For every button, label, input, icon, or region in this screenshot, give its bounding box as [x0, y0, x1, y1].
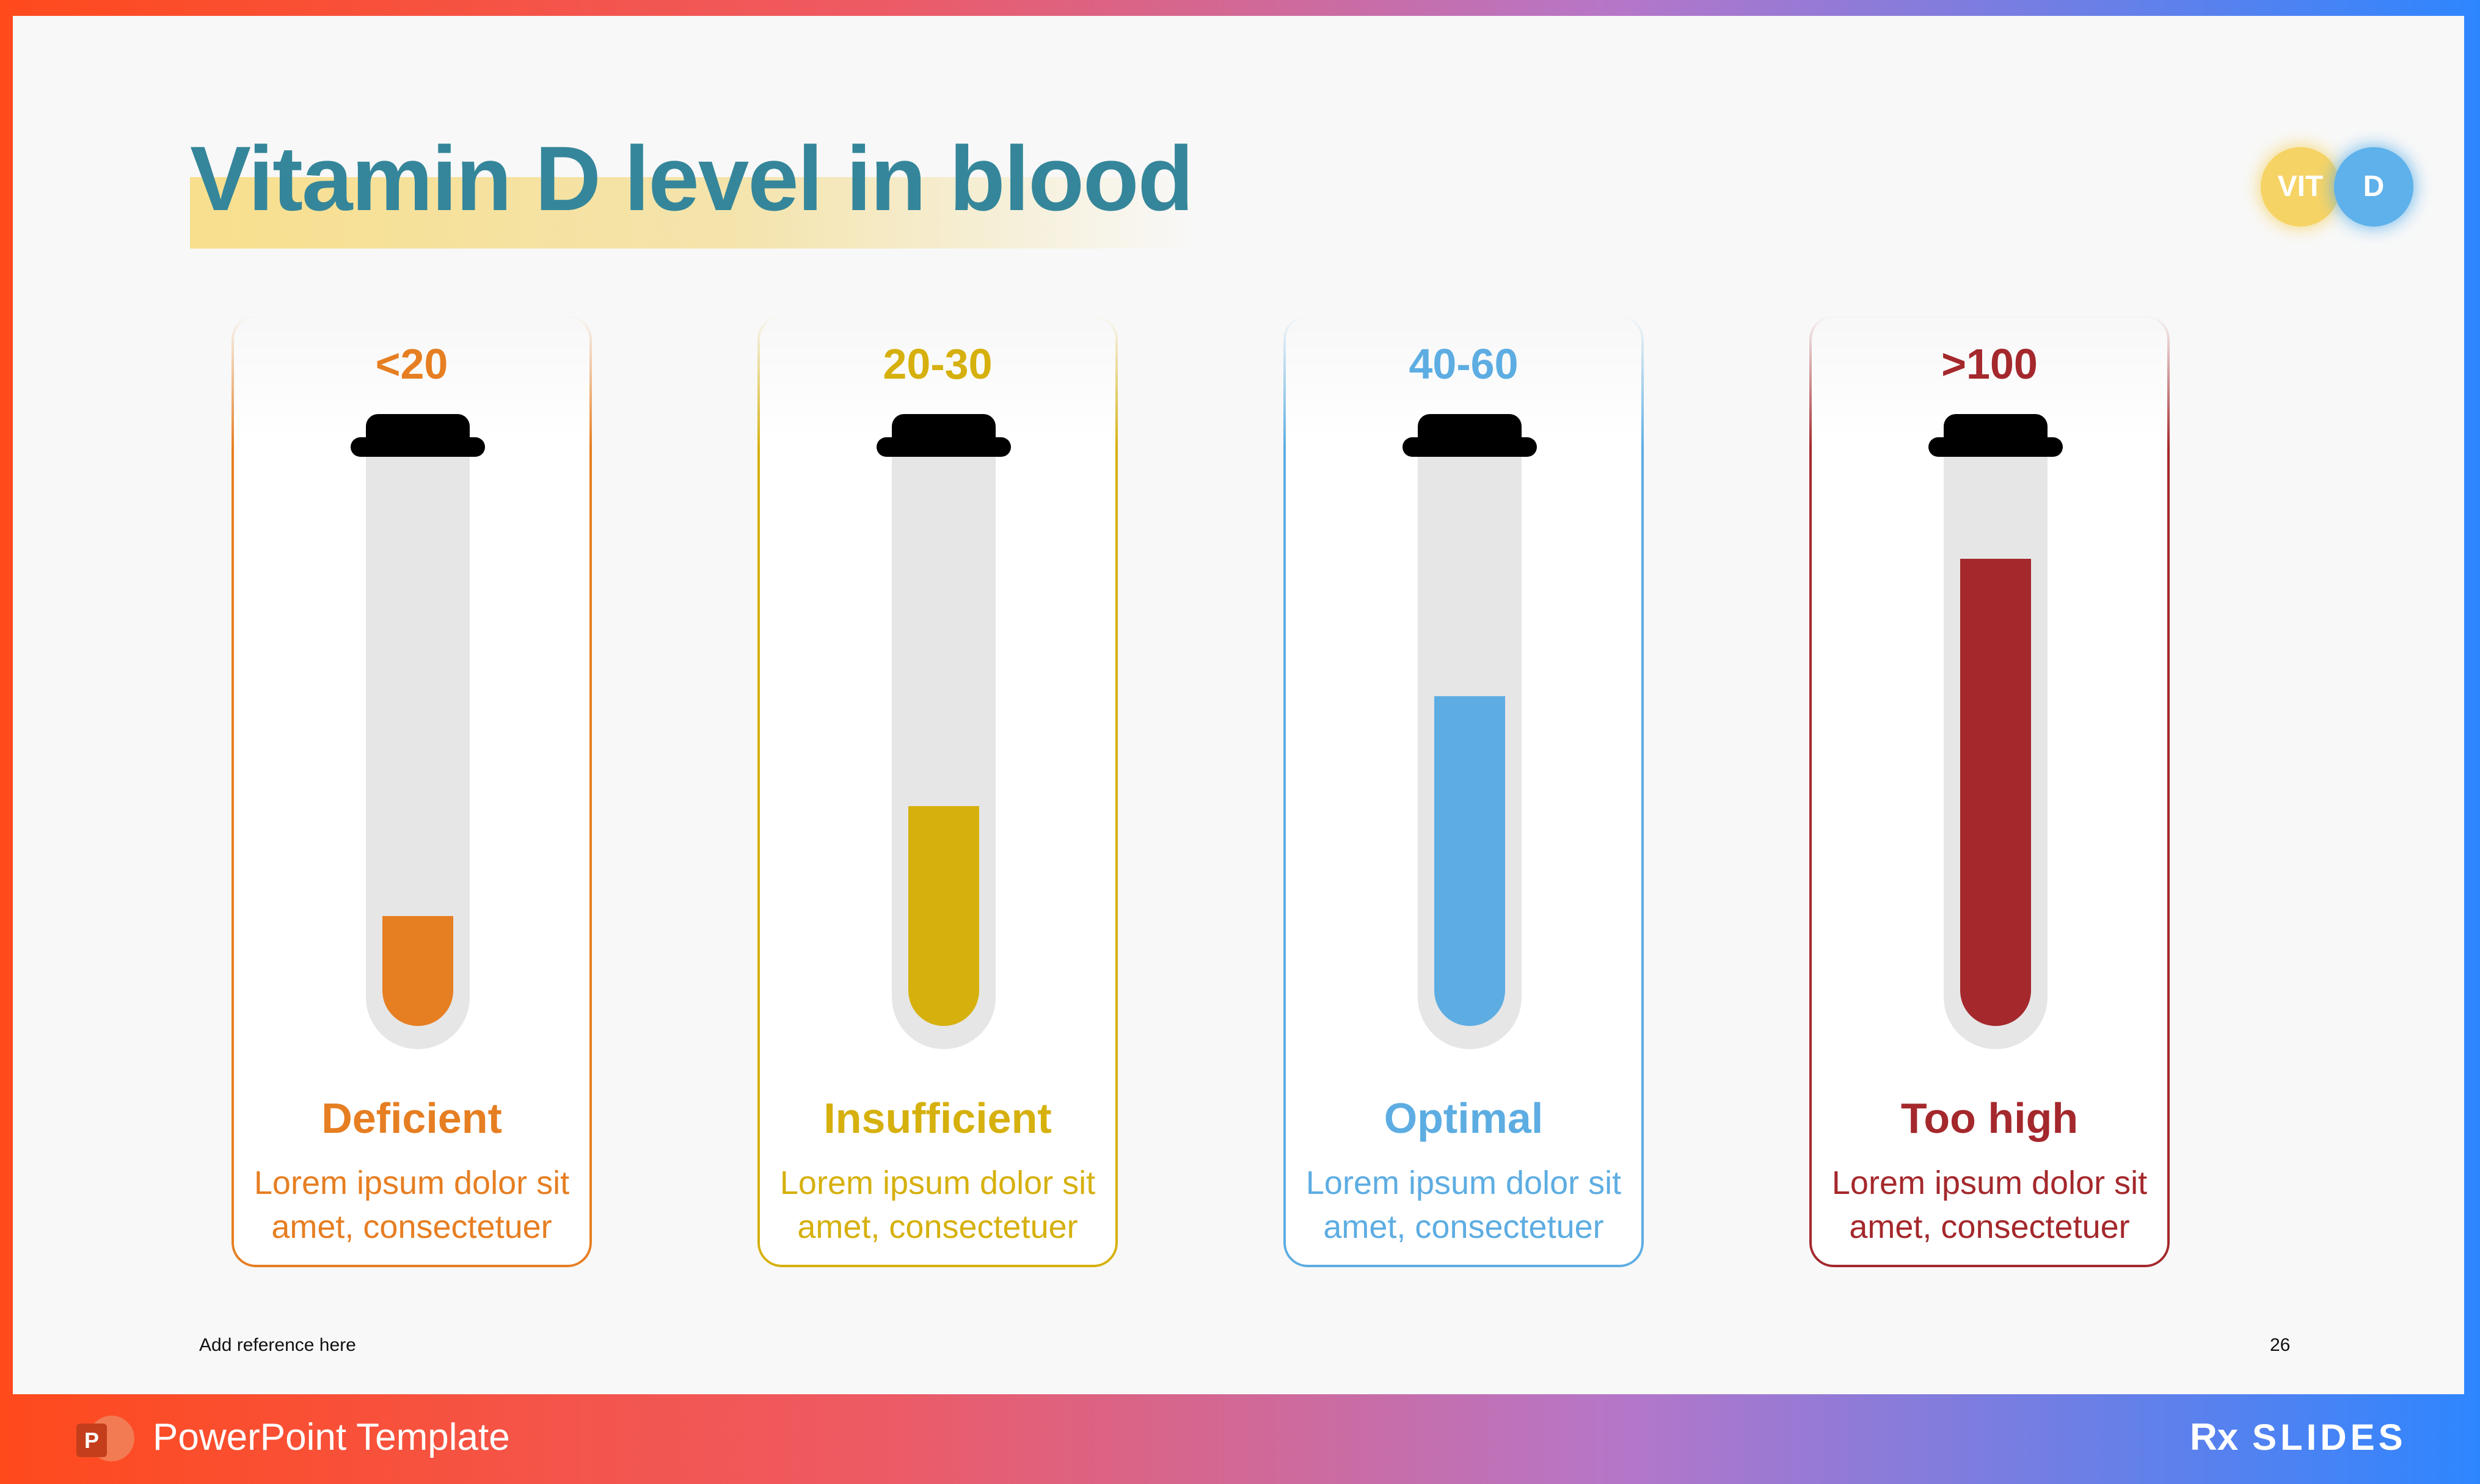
- description-line: amet, consectetuer: [797, 1209, 1078, 1245]
- tube-liquid: [382, 916, 453, 1026]
- range-label: 20-30: [883, 340, 993, 388]
- tube-cap-icon: [892, 414, 996, 442]
- description-line: amet, consectetuer: [271, 1209, 552, 1245]
- tube-glass: [1944, 457, 2048, 1049]
- description-line: Lorem ipsum dolor sit: [779, 1165, 1096, 1201]
- description-line: Lorem ipsum dolor sit: [1831, 1165, 2148, 1201]
- test-tube: [1402, 414, 1537, 1049]
- brand-logo-name: SLIDES: [2252, 1417, 2407, 1458]
- test-tube: [877, 414, 1011, 1049]
- status-label: Optimal: [1384, 1094, 1544, 1142]
- reference-text: Add reference here: [199, 1335, 356, 1355]
- test-tube: [1928, 414, 2063, 1049]
- powerpoint-icon: P: [76, 1413, 134, 1471]
- page-number: 26: [2270, 1335, 2291, 1355]
- slide: Vitamin D level in blood VIT D <20 Defic…: [13, 16, 2464, 1394]
- description-line: amet, consectetuer: [1323, 1209, 1604, 1245]
- test-tube: [351, 414, 485, 1049]
- powerpoint-icon-letter: P: [76, 1424, 107, 1457]
- vitamin-badge-right: D: [2334, 147, 2413, 227]
- status-description: Lorem ipsum dolor sit amet, consectetuer: [1809, 1161, 2170, 1249]
- tube-liquid: [908, 806, 979, 1026]
- tube-liquid: [1960, 559, 2031, 1026]
- tube-glass: [892, 457, 996, 1049]
- brand-logo: Rx SLIDES: [2190, 1416, 2407, 1459]
- range-label: 40-60: [1409, 340, 1519, 388]
- tube-cap-icon: [366, 414, 470, 442]
- status-description: Lorem ipsum dolor sit amet, consectetuer: [757, 1161, 1118, 1249]
- tube-glass: [366, 457, 470, 1049]
- description-line: amet, consectetuer: [1849, 1209, 2130, 1245]
- tube-glass: [1418, 457, 1522, 1049]
- tube-cap-icon: [1944, 414, 2048, 442]
- brand-logo-rx: Rx: [2190, 1416, 2239, 1458]
- range-label: >100: [1941, 340, 2038, 388]
- title-highlight: [190, 177, 1198, 249]
- tube-cap-brim: [1928, 437, 2063, 457]
- status-label: Too high: [1900, 1094, 2079, 1142]
- footer-title: PowerPoint Template: [153, 1416, 510, 1458]
- range-label: <20: [375, 340, 448, 388]
- status-description: Lorem ipsum dolor sit amet, consectetuer: [232, 1161, 592, 1249]
- tube-cap-brim: [1402, 437, 1537, 457]
- tube-liquid: [1434, 696, 1505, 1026]
- status-description: Lorem ipsum dolor sit amet, consectetuer: [1283, 1161, 1644, 1249]
- status-label: Deficient: [321, 1094, 502, 1142]
- tube-cap-brim: [351, 437, 485, 457]
- vitamin-badge-left: VIT: [2261, 147, 2340, 227]
- page-title: Vitamin D level in blood: [190, 127, 1194, 230]
- status-label: Insufficient: [823, 1094, 1052, 1142]
- description-line: Lorem ipsum dolor sit: [253, 1165, 570, 1201]
- tube-cap-brim: [877, 437, 1011, 457]
- description-line: Lorem ipsum dolor sit: [1305, 1165, 1622, 1201]
- tube-cap-icon: [1418, 414, 1522, 442]
